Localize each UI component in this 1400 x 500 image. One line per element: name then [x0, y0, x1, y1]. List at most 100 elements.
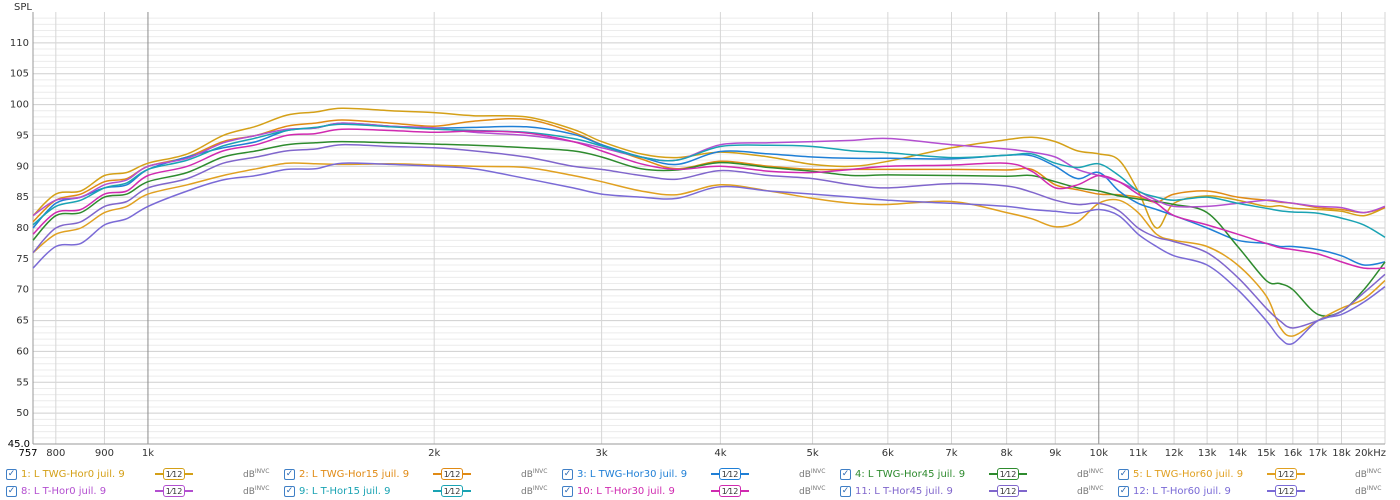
smoothing-label: 1⁄12 — [1275, 468, 1297, 480]
db-offset-label[interactable]: dBINVC — [1355, 468, 1381, 480]
y-tick-label: 100 — [10, 100, 29, 111]
smoothing-label: 1⁄12 — [163, 468, 185, 480]
x-tick-label: 12k — [1165, 448, 1184, 459]
series-line — [32, 143, 1386, 329]
legend-label: 10: L T-Hor30 juil. 9 — [577, 485, 675, 497]
legend-label: 2: L TWG-Hor15 juil. 9 — [299, 468, 410, 480]
smoothing-button[interactable]: 1⁄12 — [155, 485, 193, 497]
legend-label: 8: L T-Hor0 juil. 9 — [21, 485, 107, 497]
x-tick-label: 16k — [1284, 448, 1303, 459]
legend-line-swatch — [463, 490, 471, 492]
series-line — [32, 123, 1386, 238]
smoothing-button[interactable]: 1⁄12 — [155, 468, 193, 480]
y-tick-label: 70 — [16, 285, 29, 296]
smoothing-label: 1⁄12 — [441, 468, 463, 480]
visibility-checkbox[interactable]: ✓ — [1118, 485, 1129, 497]
db-offset-label[interactable]: dBINVC — [243, 485, 269, 497]
db-text: dB — [799, 487, 811, 497]
smoothing-button[interactable]: 1⁄12 — [711, 468, 749, 480]
visibility-checkbox[interactable]: ✓ — [284, 468, 295, 480]
db-offset-label[interactable]: dBINVC — [243, 468, 269, 480]
visibility-checkbox[interactable]: ✓ — [562, 485, 573, 497]
x-tick-label: 1k — [142, 448, 154, 459]
db-text: dB — [521, 470, 533, 480]
spl-chart: 50 55 60 65 70 75 80 85 90 95 100 105 110 45.0 SPL 800 9… — [8, 2, 1386, 459]
visibility-checkbox[interactable]: ✓ — [562, 468, 573, 480]
y-tick-label: 55 — [16, 377, 29, 388]
x-tick-label: 10k — [1090, 448, 1109, 459]
db-text: dB — [243, 470, 255, 480]
x-tick-label: 20kHz — [1355, 448, 1386, 459]
y-min-label: 45.0 — [8, 439, 30, 450]
smoothing-button[interactable]: 1⁄12 — [989, 485, 1027, 497]
invert-text: INVC — [254, 468, 270, 475]
x-tick-label: 900 — [95, 448, 114, 459]
y-tick-label: 60 — [16, 346, 29, 357]
y-tick-label: 75 — [16, 254, 29, 265]
visibility-checkbox[interactable]: ✓ — [6, 468, 17, 480]
series-line — [32, 128, 1386, 270]
legend-label: 5: L TWG-Hor60 juil. 9 — [1133, 468, 1244, 480]
db-offset-label[interactable]: dBINVC — [521, 468, 547, 480]
smoothing-label: 1⁄12 — [441, 485, 463, 497]
visibility-checkbox[interactable]: ✓ — [284, 485, 295, 497]
visibility-checkbox[interactable]: ✓ — [1118, 468, 1129, 480]
legend-line-swatch — [1297, 490, 1305, 492]
smoothing-button[interactable]: 1⁄12 — [433, 485, 471, 497]
invert-text: INVC — [1088, 468, 1104, 475]
invert-text: INVC — [810, 485, 826, 492]
invert-text: INVC — [254, 485, 270, 492]
legend-line-swatch — [741, 473, 749, 475]
x-tick-label: 2k — [428, 448, 440, 459]
legend-line-swatch — [155, 473, 163, 475]
smoothing-button[interactable]: 1⁄12 — [711, 485, 749, 497]
x-tick-label: 11k — [1129, 448, 1148, 459]
legend-line-swatch — [1019, 490, 1027, 492]
smoothing-label: 1⁄12 — [163, 485, 185, 497]
smoothing-label: 1⁄12 — [719, 485, 741, 497]
db-offset-label[interactable]: dBINVC — [1077, 485, 1103, 497]
series-line — [32, 162, 1386, 337]
visibility-checkbox[interactable]: ✓ — [840, 485, 851, 497]
db-offset-label[interactable]: dBINVC — [1077, 468, 1103, 480]
visibility-checkbox[interactable]: ✓ — [6, 485, 17, 497]
legend-line-swatch — [1267, 473, 1275, 475]
x-tick-label: 8k — [1001, 448, 1013, 459]
y-tick-label: 80 — [16, 223, 29, 234]
invert-text: INVC — [532, 485, 548, 492]
y-tick-label: 90 — [16, 161, 29, 172]
smoothing-button[interactable]: 1⁄12 — [1267, 468, 1305, 480]
x-tick-label: 800 — [46, 448, 65, 459]
smoothing-button[interactable]: 1⁄12 — [1267, 485, 1305, 497]
legend-entry: ✓ 8: L T-Hor0 juil. 9 1⁄12 — [6, 483, 193, 499]
legend-entry: ✓ 12: L T-Hor60 juil. 9 1⁄12 — [1118, 483, 1305, 499]
series-line — [32, 122, 1386, 217]
visibility-checkbox[interactable]: ✓ — [840, 468, 851, 480]
legend-label: 3: L TWG-Hor30 juil. 9 — [577, 468, 688, 480]
x-tick-label: 5k — [806, 448, 818, 459]
legend-line-swatch — [989, 490, 997, 492]
x-tick-label: 6k — [882, 448, 894, 459]
db-offset-label[interactable]: dBINVC — [799, 468, 825, 480]
y-tick-label: 85 — [16, 192, 29, 203]
db-offset-label[interactable]: dBINVC — [1355, 485, 1381, 497]
db-offset-label[interactable]: dBINVC — [521, 485, 547, 497]
db-text: dB — [243, 487, 255, 497]
db-text: dB — [1077, 470, 1089, 480]
db-text: dB — [799, 470, 811, 480]
smoothing-button[interactable]: 1⁄12 — [433, 468, 471, 480]
y-axis-label: SPL — [14, 2, 32, 13]
x-tick-label: 4k — [714, 448, 726, 459]
x-tick-label: 13k — [1198, 448, 1217, 459]
legend-entry: ✓ 10: L T-Hor30 juil. 9 1⁄12 — [562, 483, 749, 499]
legend-row: ✓ 1: L TWG-Hor0 juil. 9 1⁄12 dBINVC ✓ 2: L TW… — [0, 466, 1400, 482]
legend-entry: ✓ 9: L T-Hor15 juil. 9 1⁄12 — [284, 483, 471, 499]
y-tick-label: 50 — [16, 408, 29, 419]
legend-line-swatch — [711, 490, 719, 492]
smoothing-button[interactable]: 1⁄12 — [989, 468, 1027, 480]
legend-line-swatch — [711, 473, 719, 475]
legend-label: 9: L T-Hor15 juil. 9 — [299, 485, 391, 497]
series-line — [32, 107, 1386, 229]
db-offset-label[interactable]: dBINVC — [799, 485, 825, 497]
series-line — [32, 162, 1386, 346]
